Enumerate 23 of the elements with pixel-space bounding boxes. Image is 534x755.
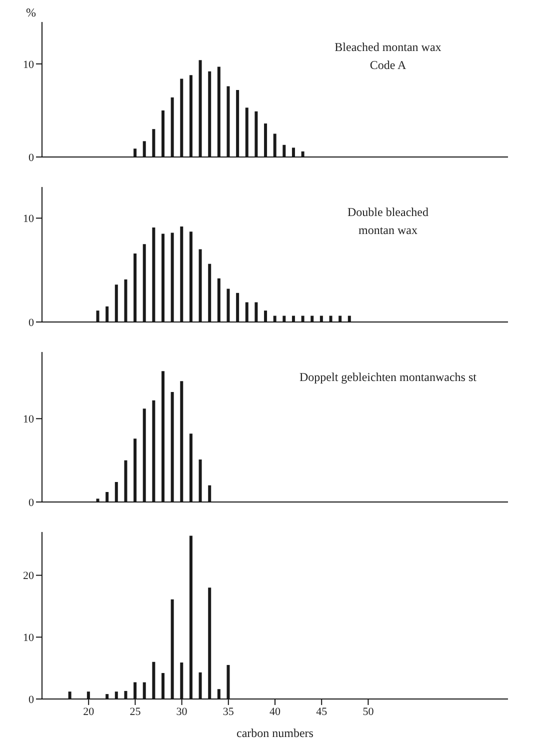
annotation: Code A [368,57,408,74]
y-tick-label: 20 [23,570,34,582]
x-tick-label: 35 [222,706,234,718]
annotation: montan wax [358,222,418,239]
annotation: Double bleached [346,204,430,221]
y-tick-label: 0 [28,694,34,706]
x-tick-label: 40 [270,706,281,718]
y-tick-label: 10 [23,632,34,644]
y-tick-label: 10 [23,414,34,426]
x-tick-label: 25 [130,706,142,718]
y-tick-label: 0 [28,496,34,509]
y-tick-label: 10 [23,58,34,71]
x-tick-label: 45 [316,706,328,718]
x-axis-title: carbon numbers [236,726,314,740]
y-tick-label: 0 [28,152,34,164]
annotation: Bleached montan wax [334,39,442,56]
y-axis-title: % [26,6,36,20]
annotation: Doppelt gebleichten montanwachs st [298,369,478,386]
x-tick-label: 50 [362,706,374,718]
y-tick-label: 10 [23,213,34,226]
x-tick-label: 30 [176,706,188,718]
x-tick-label: 20 [83,706,95,718]
y-tick-label: 0 [28,316,34,329]
